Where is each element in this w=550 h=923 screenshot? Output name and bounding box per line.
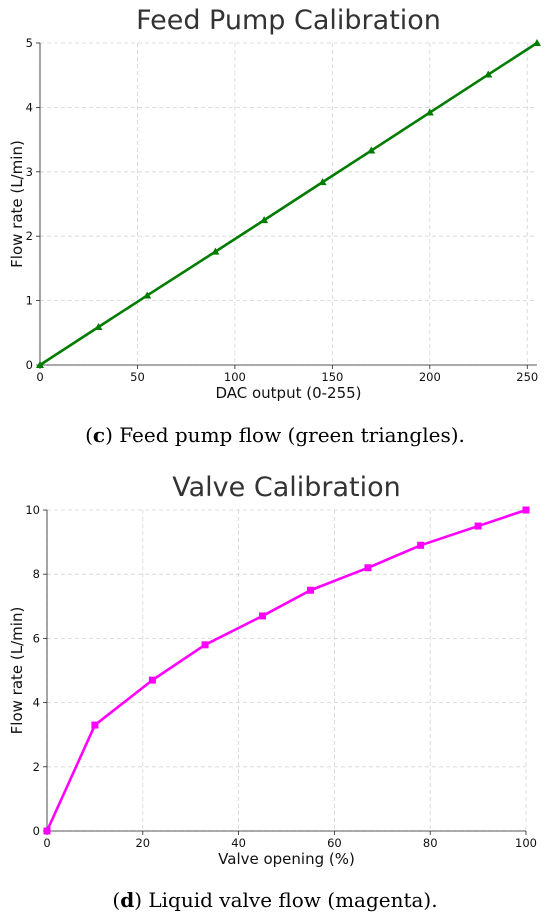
y-tick-label: 5 xyxy=(26,36,33,50)
data-point-triangle xyxy=(425,108,434,116)
data-point-triangle xyxy=(484,70,493,78)
data-point-triangle xyxy=(318,178,327,186)
x-tick-label: 200 xyxy=(419,370,441,384)
x-tick-label: 100 xyxy=(515,836,537,850)
data-point-square xyxy=(91,721,99,729)
caption-letter: c xyxy=(92,423,106,447)
series-line xyxy=(39,41,538,367)
feed-pump-chart: 0 50 100 150 200 250 0 1 2 3 4 5 Feed Pump Calibrati… xyxy=(8,5,541,402)
series-line xyxy=(45,508,527,832)
x-tick-label: 100 xyxy=(224,370,246,384)
feed-pump-chart-panel: 0 50 100 150 200 250 0 1 2 3 4 5 Feed Pump Calibrati… xyxy=(0,0,550,460)
data-point-triangle xyxy=(260,216,269,224)
feed-pump-caption: (c) Feed pump flow (green triangles). xyxy=(85,423,465,447)
data-point-triangle xyxy=(143,291,152,299)
caption-text: Liquid valve flow (magenta). xyxy=(142,888,438,912)
valve-chart: 0 20 40 60 80 100 0 2 4 6 8 10 Valve Calibration Valv… xyxy=(8,472,537,868)
y-tick-label: 2 xyxy=(33,760,40,774)
x-axis-label: DAC output (0-255) xyxy=(215,384,361,402)
data-point-square xyxy=(474,522,482,530)
x-tick-label: 0 xyxy=(43,836,50,850)
caption-letter: d xyxy=(120,888,135,912)
y-tick-label: 6 xyxy=(33,631,40,645)
data-point-triangle xyxy=(533,39,541,46)
y-tick-label: 0 xyxy=(33,824,40,838)
x-tick-label: 150 xyxy=(321,370,343,384)
x-axis-label: Valve opening (%) xyxy=(218,850,355,868)
data-point-triangle xyxy=(94,323,103,331)
data-point-square xyxy=(306,586,314,594)
data-point-square xyxy=(43,827,51,835)
y-tick-label: 0 xyxy=(26,358,33,372)
data-point-triangle xyxy=(367,146,376,154)
y-tick-label: 4 xyxy=(33,696,40,710)
chart-title: Feed Pump Calibration xyxy=(136,5,441,36)
x-tick-label: 250 xyxy=(516,370,538,384)
data-point-square xyxy=(201,641,209,649)
y-tick-label: 8 xyxy=(33,567,40,581)
y-tick-label: 2 xyxy=(26,229,33,243)
data-point-triangle xyxy=(211,247,220,255)
data-point-square xyxy=(259,612,267,620)
y-tick-label: 3 xyxy=(26,165,33,179)
chart-title: Valve Calibration xyxy=(172,472,401,503)
y-tick-label: 1 xyxy=(26,294,33,308)
x-tick-label: 20 xyxy=(135,836,150,850)
x-tick-label: 60 xyxy=(327,836,342,850)
data-point-square xyxy=(148,676,156,684)
data-point-square xyxy=(522,506,530,514)
data-point-square xyxy=(364,564,372,572)
valve-caption: (d) Liquid valve flow (magenta). xyxy=(112,888,438,912)
x-tick-label: 40 xyxy=(231,836,246,850)
y-axis-label: Flow rate (L/min) xyxy=(8,607,26,735)
y-tick-label: 10 xyxy=(25,503,40,517)
x-tick-label: 0 xyxy=(36,370,43,384)
y-tick-label: 4 xyxy=(26,100,33,114)
y-axis-label: Flow rate (L/min) xyxy=(8,140,26,268)
valve-chart-panel: 0 20 40 60 80 100 0 2 4 6 8 10 Valve Calibration Valv… xyxy=(0,462,550,923)
data-point-triangle xyxy=(36,361,44,368)
x-tick-label: 50 xyxy=(130,370,145,384)
caption-text: Feed pump flow (green triangles). xyxy=(112,423,465,447)
x-tick-label: 80 xyxy=(423,836,438,850)
data-point-square xyxy=(417,541,425,549)
